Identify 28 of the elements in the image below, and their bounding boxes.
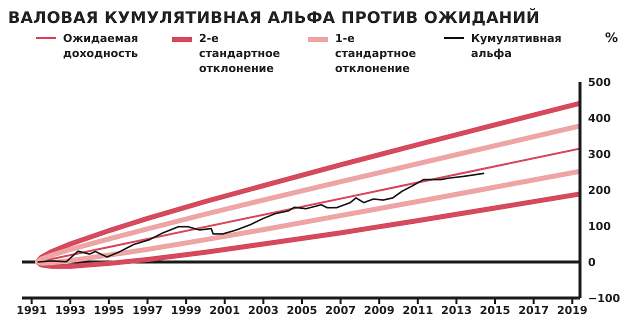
x-tick-label: 2003	[248, 304, 279, 317]
legend-label: 2-е стандартное отклонение	[199, 31, 282, 76]
y-tick-label: 300	[588, 148, 612, 161]
y-tick-label: −100	[588, 292, 621, 305]
x-tick-label: 2017	[518, 304, 549, 317]
y-tick-label: 0	[588, 256, 596, 269]
x-tick-label: 1999	[170, 304, 202, 317]
x-tick-label: 2011	[402, 304, 434, 317]
legend-label: Ожидаемая доходность	[63, 31, 140, 61]
x-tick-label: 1993	[54, 304, 86, 317]
x-tick-label: 2007	[325, 304, 356, 317]
x-tick-label: 2009	[364, 304, 395, 317]
x-tick-label: 2019	[556, 304, 588, 317]
y-tick-label: 400	[588, 112, 612, 125]
legend-label: 1-е стандартное отклонение	[335, 31, 418, 76]
x-tick-label: 2005	[286, 304, 318, 317]
x-tick-label: 2001	[209, 304, 240, 317]
y-axis-title: %	[604, 31, 618, 46]
legend-label: Кумулятивная альфа	[471, 31, 563, 61]
y-tick-label: 500	[588, 76, 612, 89]
y-tick-label: 100	[588, 220, 612, 233]
y-tick-label: 200	[588, 184, 612, 197]
x-tick-label: 1997	[132, 304, 163, 317]
x-tick-label: 1991	[16, 304, 47, 317]
x-tick-label: 2015	[480, 304, 510, 317]
chart-title: ВАЛОВАЯ КУМУЛЯТИВНАЯ АЛЬФА ПРОТИВ ОЖИДАНИЙ	[8, 8, 541, 27]
x-tick-label: 2013	[441, 304, 472, 317]
x-tick-label: 1995	[94, 304, 124, 317]
